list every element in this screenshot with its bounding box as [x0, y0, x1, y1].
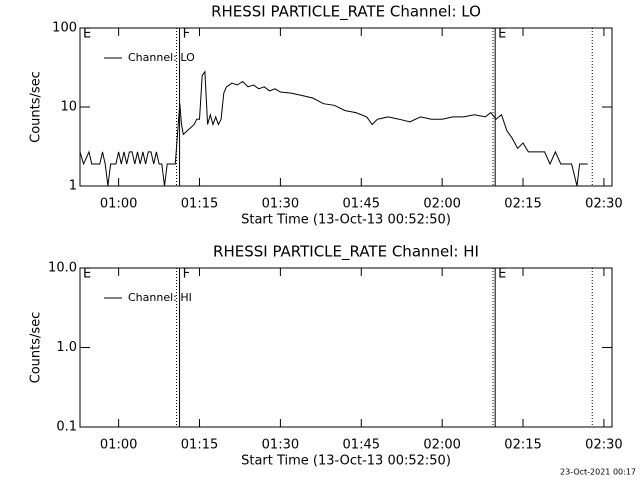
x-tick-label: 02:30 [585, 438, 622, 453]
y-tick-label: 10.0 [48, 261, 77, 276]
x-tick-label: 02:30 [585, 197, 622, 212]
y-tick-label: 0.1 [56, 420, 77, 435]
y-axis-label: Counts/sec [29, 71, 44, 143]
y-tick-label: 10 [60, 100, 77, 115]
x-tick-label: 01:00 [100, 438, 137, 453]
x-tick-label: 02:00 [423, 438, 460, 453]
marker-label: E [498, 27, 506, 42]
data-line [79, 70, 588, 187]
x-tick-label: 01:15 [181, 438, 218, 453]
x-tick-label: 01:45 [343, 197, 380, 212]
marker-label: E [83, 267, 91, 282]
x-tick-label: 01:45 [343, 438, 380, 453]
y-tick-label: 100 [52, 21, 77, 36]
marker-label: E [83, 27, 91, 42]
timestamp: 23-Oct-2021 00:17 [560, 468, 636, 477]
x-tick-label: 01:30 [262, 438, 299, 453]
x-axis-label: Start Time (13-Oct-13 00:52:50) [241, 454, 451, 469]
y-tick-label: 1.0 [56, 340, 77, 355]
chart-title: RHESSI PARTICLE_RATE Channel: HI [213, 243, 479, 262]
x-axis-label: Start Time (13-Oct-13 00:52:50) [241, 213, 451, 228]
x-tick-label: 01:00 [100, 197, 137, 212]
x-tick-label: 02:15 [504, 438, 541, 453]
y-axis-label: Counts/sec [29, 312, 44, 384]
legend-label: Channel: LO [128, 51, 195, 64]
marker-label: F [183, 27, 190, 42]
x-tick-label: 01:15 [181, 197, 218, 212]
x-tick-label: 01:30 [262, 197, 299, 212]
marker-label: E [498, 267, 506, 282]
marker-label: F [183, 267, 190, 282]
x-tick-label: 02:15 [504, 197, 541, 212]
chart-title: RHESSI PARTICLE_RATE Channel: LO [211, 3, 481, 22]
y-tick-label: 1 [69, 179, 77, 194]
x-tick-label: 02:00 [423, 197, 460, 212]
legend-label: Channel: HI [128, 291, 192, 304]
